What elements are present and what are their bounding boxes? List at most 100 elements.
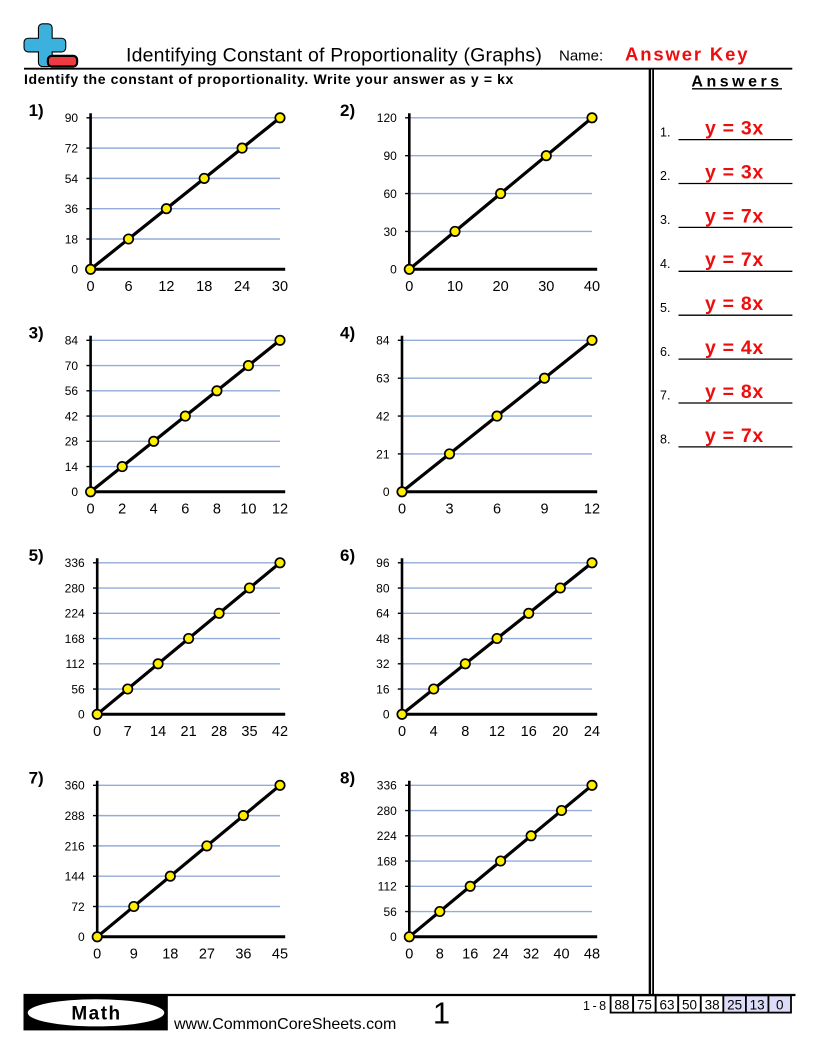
svg-text:20: 20	[493, 279, 509, 295]
svg-text:24: 24	[234, 279, 250, 295]
svg-text:56: 56	[71, 682, 85, 696]
svg-text:0: 0	[93, 947, 101, 963]
svg-text:y = 3x: y = 3x	[705, 118, 764, 140]
svg-text:28: 28	[211, 724, 227, 740]
svg-text:60: 60	[383, 187, 397, 201]
svg-text:84: 84	[376, 334, 390, 348]
svg-text:56: 56	[383, 905, 397, 919]
svg-text:360: 360	[65, 779, 85, 793]
svg-text:8: 8	[213, 502, 221, 518]
svg-text:42: 42	[272, 724, 288, 740]
svg-text:18: 18	[196, 279, 212, 295]
svg-text:Answer Key: Answer Key	[625, 44, 749, 65]
svg-text:9: 9	[130, 947, 138, 963]
svg-text:16: 16	[521, 724, 537, 740]
svg-text:y = 7x: y = 7x	[705, 425, 764, 447]
svg-text:10: 10	[240, 502, 256, 518]
svg-text:80: 80	[376, 581, 390, 595]
svg-text:0: 0	[383, 485, 390, 499]
svg-text:48: 48	[584, 947, 600, 963]
svg-text:45: 45	[272, 947, 288, 963]
svg-text:38: 38	[705, 998, 720, 1013]
svg-text:88: 88	[614, 998, 629, 1013]
svg-text:48: 48	[376, 632, 390, 646]
svg-text:2): 2)	[340, 101, 355, 120]
svg-text:50: 50	[682, 998, 697, 1013]
svg-text:10: 10	[447, 279, 463, 295]
svg-text:0: 0	[93, 724, 101, 740]
svg-text:14: 14	[150, 724, 166, 740]
svg-text:4): 4)	[340, 324, 355, 343]
svg-text:y = 3x: y = 3x	[705, 161, 764, 183]
svg-text:30: 30	[383, 225, 397, 239]
svg-text:6.: 6.	[660, 345, 670, 359]
svg-text:y = 8x: y = 8x	[705, 293, 764, 315]
svg-text:36: 36	[65, 202, 79, 216]
svg-text:Math: Math	[71, 1004, 121, 1025]
svg-text:30: 30	[272, 279, 288, 295]
svg-text:336: 336	[377, 779, 397, 793]
svg-text:2.: 2.	[660, 169, 670, 183]
svg-text:16: 16	[462, 947, 478, 963]
svg-text:72: 72	[71, 900, 85, 914]
svg-text:30: 30	[538, 279, 554, 295]
svg-text:0: 0	[390, 930, 397, 944]
svg-text:216: 216	[65, 839, 85, 853]
svg-text:112: 112	[378, 880, 397, 894]
svg-text:224: 224	[377, 829, 397, 843]
svg-text:72: 72	[65, 142, 79, 156]
svg-text:1): 1)	[29, 101, 44, 120]
svg-text:24: 24	[493, 947, 509, 963]
svg-text:0: 0	[398, 502, 406, 518]
svg-text:64: 64	[376, 607, 390, 621]
svg-text:0: 0	[405, 279, 413, 295]
svg-text:y = 4x: y = 4x	[705, 337, 764, 359]
svg-text:8: 8	[461, 724, 469, 740]
svg-text:280: 280	[65, 581, 85, 595]
svg-text:84: 84	[65, 334, 79, 348]
svg-text:1: 1	[433, 996, 450, 1031]
svg-text:5): 5)	[29, 546, 44, 565]
svg-text:0: 0	[405, 947, 413, 963]
svg-text:0: 0	[87, 502, 95, 518]
svg-text:168: 168	[65, 632, 85, 646]
svg-text:32: 32	[376, 657, 390, 671]
svg-text:25: 25	[727, 998, 742, 1013]
svg-text:63: 63	[376, 372, 390, 386]
svg-text:0: 0	[776, 998, 784, 1013]
svg-text:40: 40	[553, 947, 569, 963]
svg-text:1.: 1.	[660, 125, 670, 139]
svg-text:27: 27	[199, 947, 215, 963]
svg-text:21: 21	[376, 447, 390, 461]
svg-text:90: 90	[383, 149, 397, 163]
svg-text:224: 224	[65, 607, 85, 621]
svg-text:6): 6)	[340, 546, 355, 565]
svg-text:7.: 7.	[660, 389, 670, 403]
svg-text:0: 0	[78, 708, 85, 722]
svg-text:3.: 3.	[660, 213, 670, 227]
svg-text:0: 0	[71, 263, 78, 277]
svg-text:8.: 8.	[660, 433, 670, 447]
svg-text:12: 12	[272, 502, 288, 518]
svg-text:6: 6	[493, 502, 501, 518]
svg-text:42: 42	[65, 409, 79, 423]
svg-text:y = 7x: y = 7x	[705, 205, 764, 227]
svg-text:0: 0	[71, 485, 78, 499]
svg-text:90: 90	[65, 111, 79, 125]
svg-text:168: 168	[377, 854, 397, 868]
svg-text:y = 7x: y = 7x	[705, 249, 764, 271]
svg-text:y = 8x: y = 8x	[705, 381, 764, 403]
svg-text:16: 16	[376, 682, 390, 696]
svg-text:63: 63	[659, 998, 674, 1013]
svg-text:35: 35	[241, 724, 257, 740]
svg-text:0: 0	[87, 279, 95, 295]
svg-text:3: 3	[445, 502, 453, 518]
svg-text:42: 42	[376, 409, 390, 423]
svg-text:280: 280	[377, 804, 397, 818]
svg-text:36: 36	[235, 947, 251, 963]
svg-text:28: 28	[65, 435, 79, 449]
svg-text:0: 0	[383, 708, 390, 722]
svg-text:6: 6	[181, 502, 189, 518]
svg-text:4.: 4.	[660, 257, 670, 271]
svg-text:2: 2	[118, 502, 126, 518]
